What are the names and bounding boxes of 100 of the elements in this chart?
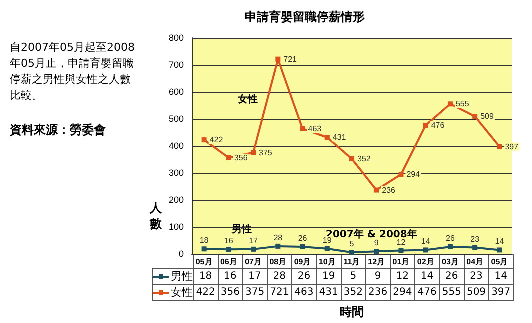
point [423, 122, 428, 128]
point [448, 102, 453, 107]
x-tick-label: 09月 [294, 258, 312, 266]
text: 26 [298, 234, 308, 243]
x-tick-label: 03月 [442, 258, 459, 266]
point [202, 246, 207, 252]
x-tick-label: 07月 [245, 258, 262, 266]
data-label: 9 [374, 271, 382, 282]
point [472, 114, 478, 120]
point [497, 248, 502, 253]
point [276, 244, 281, 249]
data-label: 236 [368, 287, 388, 298]
x-tick-label: 04月 [466, 258, 484, 266]
data-label: 463 [294, 287, 314, 298]
text: 23 [470, 234, 480, 244]
point [398, 248, 404, 254]
point [324, 135, 330, 140]
x-tick-label: 05月 [196, 258, 213, 266]
x-tick-label: 10月 [318, 258, 336, 266]
point [448, 244, 453, 250]
x-tick-label: 06月 [220, 258, 238, 266]
data-label: 26 [446, 271, 458, 282]
point [472, 245, 478, 250]
point [276, 56, 281, 62]
point [497, 144, 502, 150]
data-label: 23 [470, 271, 483, 282]
x-tick-label: 11月 [344, 258, 360, 266]
chart-title: 申請育嬰留職停薪情形 [245, 10, 365, 24]
data-label: 476 [418, 287, 437, 298]
point [202, 138, 207, 143]
data-label: 14 [420, 271, 434, 282]
point [423, 248, 428, 253]
data-label: 17 [248, 271, 262, 282]
text: 16 [224, 236, 234, 246]
text: 14 [421, 237, 430, 246]
text: 17 [249, 236, 258, 246]
data-label: 352 [344, 287, 363, 298]
y-tick-label: 200 [168, 195, 184, 205]
text: 375 [259, 148, 272, 158]
text: 476 [431, 120, 445, 130]
text: 9 [374, 238, 379, 248]
text: 721 [284, 54, 298, 64]
text: 463 [308, 124, 322, 134]
data-label: 375 [245, 287, 265, 298]
x-tick-label: 12月 [368, 258, 386, 266]
y-tick-label: 700 [168, 60, 184, 70]
x-axis-title: 時間 [340, 305, 364, 319]
data-label: 509 [466, 287, 486, 298]
data-label: 5 [350, 271, 357, 282]
data-label: 16 [224, 271, 237, 282]
x-tick-label: 01月 [392, 258, 410, 266]
data-label: 721 [270, 287, 290, 298]
point [251, 150, 256, 156]
text: 236 [382, 186, 396, 195]
y-axis-title: 人數 [149, 201, 163, 231]
point [324, 246, 330, 252]
text: 28 [274, 233, 283, 242]
y-tick-label: 100 [168, 222, 184, 232]
text: 352 [358, 154, 371, 164]
data-label: 555 [442, 287, 462, 298]
text: 431 [332, 133, 346, 142]
legend-label: 女性 [171, 286, 193, 299]
text: 自2007年05月起至2008年05月止，申請育嬰留職停薪之男性與女性之人數比較。 [10, 40, 136, 104]
text: 5 [350, 240, 354, 249]
annotation: 女性 [237, 94, 258, 106]
y-tick-label: 600 [168, 87, 184, 97]
data-label: 19 [322, 271, 336, 282]
text: 19 [322, 236, 332, 245]
data-label: 26 [298, 271, 311, 282]
point [374, 188, 380, 193]
text: 422 [210, 136, 224, 145]
y-tick-label: 300 [168, 168, 184, 178]
point [300, 244, 306, 250]
x-tick-label: 08月 [270, 258, 287, 266]
text: 26 [446, 234, 455, 243]
text: 555 [456, 100, 470, 109]
y-tick-label: 0 [178, 249, 184, 259]
point [350, 156, 354, 162]
point [226, 247, 232, 252]
y-tick-label: 400 [168, 141, 184, 151]
text: 294 [406, 170, 420, 180]
data-label: 431 [319, 287, 338, 298]
data-label: 28 [273, 271, 286, 282]
point [226, 155, 232, 160]
x-tick-label: 05月 [491, 258, 508, 266]
data-label: 14 [494, 271, 508, 282]
point [251, 246, 256, 252]
text: 14 [495, 237, 504, 246]
text: 18 [200, 236, 209, 246]
point [398, 172, 404, 178]
x-tick-label: 02月 [417, 258, 434, 266]
data-label: 294 [393, 287, 412, 298]
text: 509 [480, 112, 494, 122]
text: 356 [234, 153, 248, 162]
legend-label: 男性 [171, 270, 193, 283]
text: 397 [505, 142, 519, 152]
data-label: 397 [492, 287, 511, 298]
source-note: 資料來源：勞委會 [10, 122, 106, 138]
data-label: 12 [396, 271, 410, 282]
y-tick-label: 800 [168, 33, 184, 43]
